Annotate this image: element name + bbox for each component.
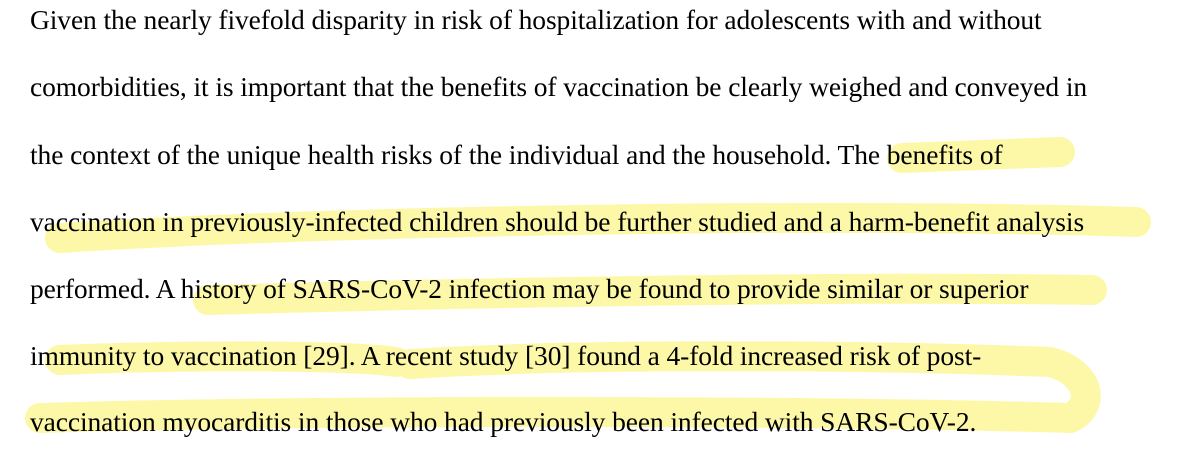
paragraph-line-1: Given the nearly fivefold disparity in r… <box>30 4 1042 35</box>
paragraph-line-6: immunity to vaccination [29]. A recent s… <box>30 340 982 371</box>
paragraph-line-5: performed. A history of SARS-CoV-2 infec… <box>30 273 1029 304</box>
paragraph-line-7: vaccination myocarditis in those who had… <box>30 406 977 437</box>
paragraph-line-4: vaccination in previously-infected child… <box>30 206 1085 237</box>
paragraph-line-2: comorbidities, it is important that the … <box>30 71 1088 102</box>
highlight-curve-right <box>1035 347 1101 433</box>
paragraph-line-3: the context of the unique health risks o… <box>30 139 1003 170</box>
